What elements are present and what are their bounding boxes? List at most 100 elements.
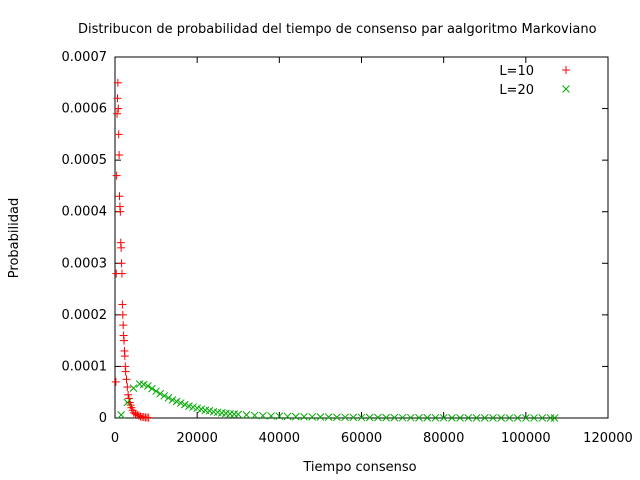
data-point	[114, 104, 123, 113]
data-point	[114, 130, 123, 139]
data-point	[164, 394, 173, 402]
data-point	[415, 413, 423, 422]
y-tick-label: 0	[99, 411, 107, 426]
data-point	[139, 380, 148, 389]
y-axis: 0 0.0001 0.0002 0.0003 0.0004 0.0005 0.0006 0.0…	[62, 50, 608, 426]
data-point	[180, 400, 189, 409]
legend-marker	[562, 66, 570, 74]
data-point	[115, 192, 124, 201]
data-point	[139, 412, 148, 421]
series-2	[117, 380, 559, 422]
data-point	[120, 352, 129, 361]
data-point	[129, 384, 138, 392]
data-point	[242, 411, 251, 419]
data-point	[300, 412, 308, 421]
data-point	[112, 171, 121, 180]
y-tick-label: 0.0006	[62, 102, 108, 117]
data-point	[259, 411, 267, 420]
data-point	[144, 413, 153, 422]
data-point	[121, 367, 130, 376]
data-point	[115, 150, 124, 159]
data-point	[398, 413, 407, 422]
y-tick-label: 0.0002	[62, 308, 108, 323]
data-point	[291, 412, 300, 421]
data-point	[111, 377, 120, 386]
data-point	[332, 413, 341, 422]
data-point	[275, 412, 284, 421]
data-point	[118, 300, 127, 309]
legend: L=10 L=20	[499, 64, 570, 98]
data-point	[133, 410, 142, 419]
plot-frame	[114, 56, 609, 419]
data-point	[324, 413, 333, 421]
data-point	[134, 411, 143, 420]
data-point	[480, 414, 489, 422]
data-point	[550, 414, 559, 422]
data-point	[176, 399, 185, 407]
data-point	[464, 413, 473, 422]
data-point	[124, 390, 133, 399]
data-point	[521, 414, 530, 422]
data-point	[234, 410, 243, 419]
data-point	[117, 259, 126, 268]
data-point	[423, 413, 432, 422]
data-point	[439, 413, 448, 422]
data-point	[267, 412, 275, 420]
data-point	[390, 413, 399, 422]
plot-border	[114, 56, 609, 419]
data-point	[120, 336, 129, 345]
data-point	[118, 310, 127, 319]
y-axis-label: Probabilidad	[7, 198, 22, 278]
data-point	[122, 375, 131, 384]
data-point	[349, 413, 358, 422]
data-point	[113, 94, 122, 103]
data-point	[538, 414, 547, 422]
data-point	[168, 396, 177, 404]
data-point	[148, 384, 156, 393]
data-point	[123, 398, 132, 407]
data-point	[308, 413, 317, 421]
data-point	[113, 78, 122, 87]
data-point	[144, 382, 152, 390]
data-point	[489, 414, 497, 422]
x-tick-label: 120000	[583, 431, 633, 446]
data-point	[160, 391, 169, 400]
data-point	[119, 321, 128, 330]
legend-label: L=10	[499, 64, 534, 79]
series-layer	[111, 78, 559, 422]
data-point	[472, 414, 481, 422]
data-point	[156, 389, 165, 398]
y-tick-label: 0.0003	[62, 256, 108, 271]
data-point	[129, 408, 138, 417]
y-tick-label: 0.0001	[62, 359, 108, 374]
data-point	[513, 414, 522, 422]
data-point	[505, 414, 514, 422]
data-point	[316, 413, 325, 421]
data-point	[136, 412, 145, 421]
x-tick-label: 40000	[259, 431, 300, 446]
data-point	[116, 207, 125, 216]
data-point	[117, 269, 126, 278]
series-1	[111, 78, 153, 422]
data-point	[117, 411, 126, 419]
legend-label: L=20	[499, 83, 534, 98]
data-point	[172, 397, 181, 406]
data-point	[123, 383, 132, 392]
data-point	[357, 413, 366, 422]
x-tick-label: 20000	[176, 431, 217, 446]
data-point	[497, 414, 506, 422]
data-point	[374, 413, 382, 422]
y-tick-label: 0.0005	[62, 153, 108, 168]
x-axis-label: Tiempo consenso	[302, 460, 416, 475]
x-tick-label: 60000	[341, 431, 382, 446]
data-point	[530, 414, 538, 422]
data-point	[431, 413, 440, 422]
x-tick-label: 0	[111, 431, 119, 446]
legend-marker	[562, 85, 570, 93]
data-point	[131, 409, 140, 418]
data-point	[250, 411, 259, 420]
x-tick-label: 80000	[423, 431, 464, 446]
data-point	[117, 243, 126, 252]
y-tick-label: 0.0007	[62, 50, 108, 65]
y-tick-label: 0.0004	[62, 205, 108, 220]
